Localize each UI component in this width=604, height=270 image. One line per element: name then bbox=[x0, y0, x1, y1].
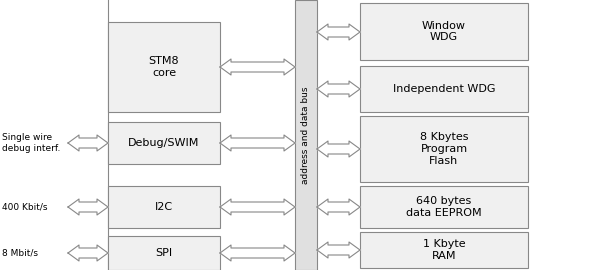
Polygon shape bbox=[220, 245, 295, 261]
Polygon shape bbox=[220, 59, 295, 75]
Text: 640 bytes
data EEPROM: 640 bytes data EEPROM bbox=[406, 196, 482, 218]
Bar bbox=[360, 232, 528, 268]
Text: Single wire
debug interf.: Single wire debug interf. bbox=[2, 133, 60, 153]
Text: STM8
core: STM8 core bbox=[149, 56, 179, 78]
Text: 8 Kbytes
Program
Flash: 8 Kbytes Program Flash bbox=[420, 132, 468, 166]
Bar bbox=[360, 66, 528, 112]
Text: 8 Mbit/s: 8 Mbit/s bbox=[2, 248, 38, 258]
Polygon shape bbox=[317, 199, 360, 215]
Bar bbox=[108, 122, 220, 164]
Text: 400 Kbit/s: 400 Kbit/s bbox=[2, 202, 48, 211]
Text: Debug/SWIM: Debug/SWIM bbox=[128, 138, 200, 148]
Polygon shape bbox=[317, 242, 360, 258]
Polygon shape bbox=[68, 245, 108, 261]
Text: SPI: SPI bbox=[155, 248, 173, 258]
Bar bbox=[108, 22, 220, 112]
Polygon shape bbox=[68, 135, 108, 151]
Text: I2C: I2C bbox=[155, 202, 173, 212]
Polygon shape bbox=[220, 199, 295, 215]
Text: Independent WDG: Independent WDG bbox=[393, 84, 495, 94]
Text: Window
WDG: Window WDG bbox=[422, 21, 466, 42]
Bar bbox=[108, 186, 220, 228]
Polygon shape bbox=[317, 141, 360, 157]
Polygon shape bbox=[317, 24, 360, 40]
Text: 1 Kbyte
RAM: 1 Kbyte RAM bbox=[423, 239, 465, 261]
Polygon shape bbox=[68, 199, 108, 215]
Bar bbox=[360, 186, 528, 228]
Bar bbox=[108, 236, 220, 270]
Polygon shape bbox=[220, 135, 295, 151]
Bar bbox=[360, 3, 528, 60]
Polygon shape bbox=[317, 81, 360, 97]
Bar bbox=[295, 0, 317, 270]
Text: address and data bus: address and data bus bbox=[301, 86, 310, 184]
Bar bbox=[360, 116, 528, 182]
